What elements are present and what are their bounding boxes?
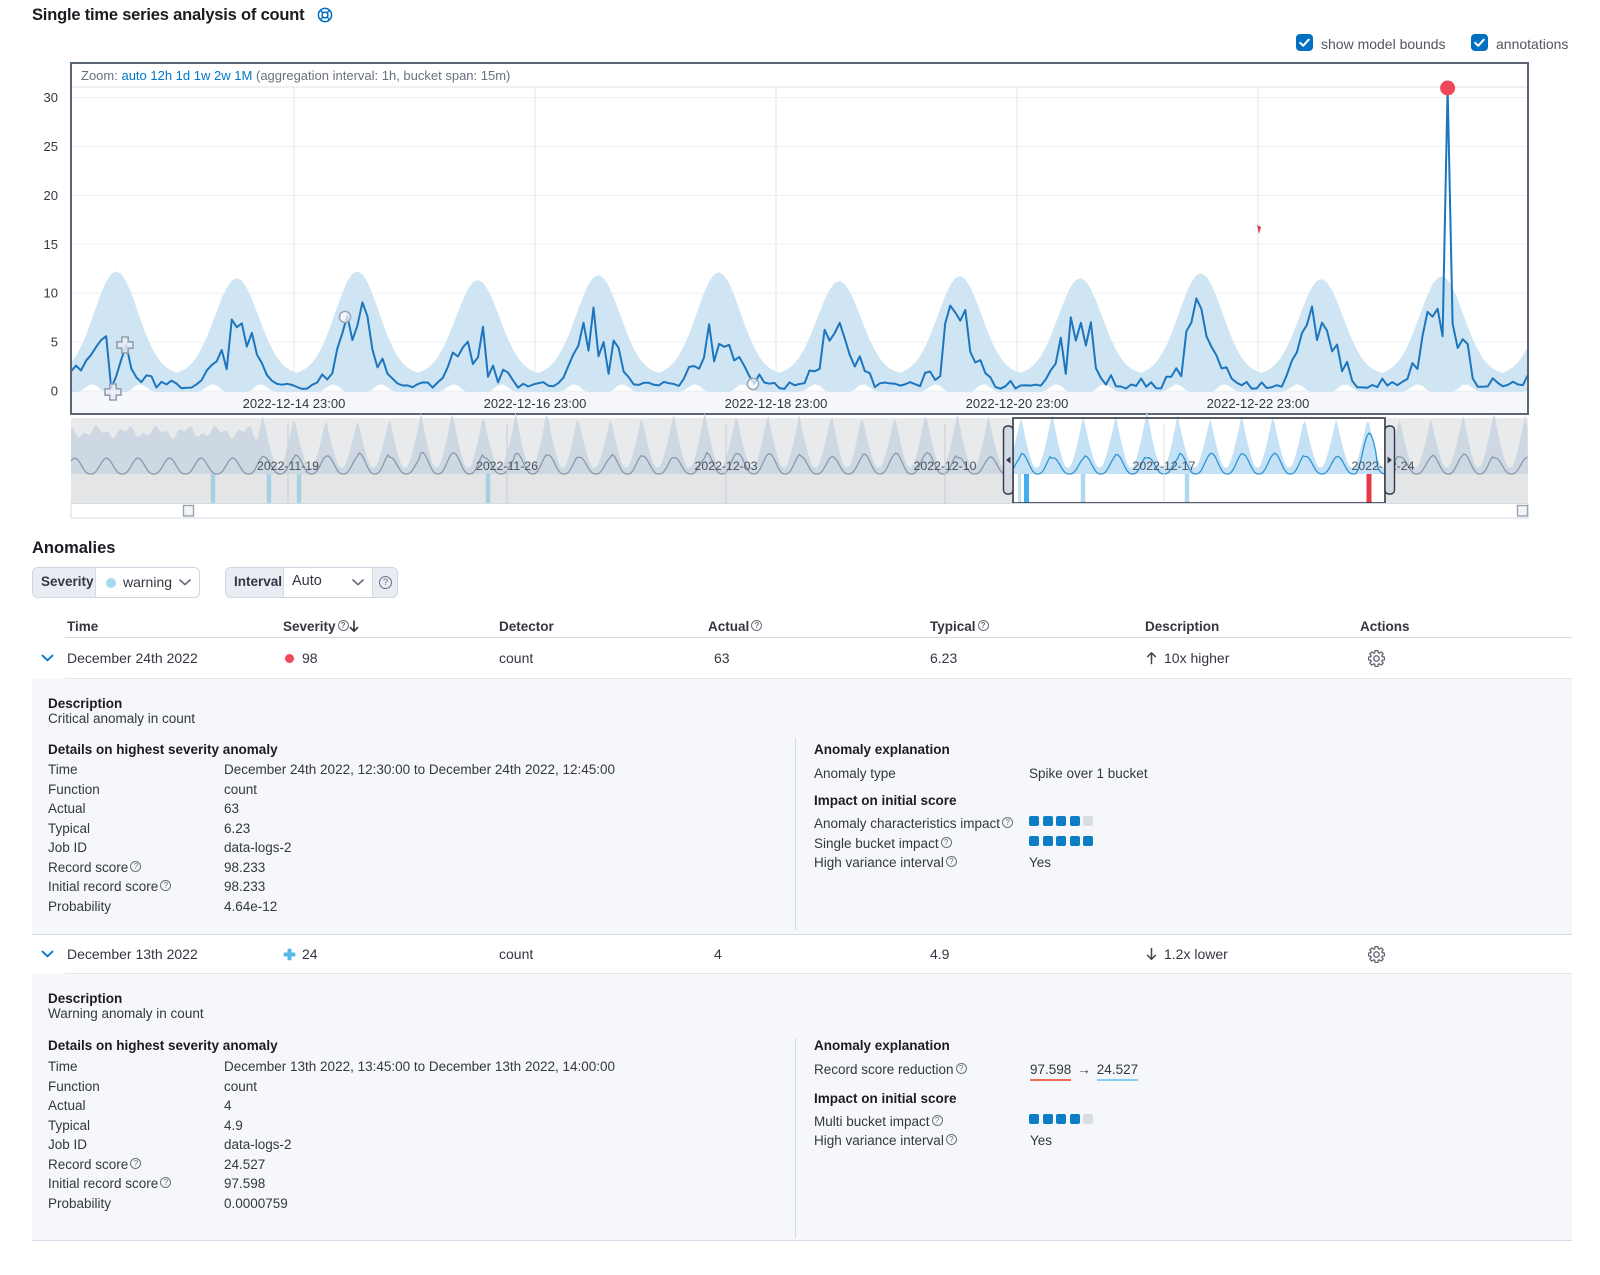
svg-text:2022-12-10: 2022-12-10 bbox=[914, 459, 977, 473]
svg-text:5: 5 bbox=[51, 335, 58, 350]
svg-text:Zoom: auto 12h 1d 1w 2w 1M: Zoom: auto 12h 1d 1w 2w 1M bbox=[81, 68, 252, 83]
svg-text:30: 30 bbox=[44, 90, 58, 105]
svg-text:2022-12-17: 2022-12-17 bbox=[1133, 459, 1196, 473]
svg-text:25: 25 bbox=[44, 139, 58, 154]
svg-text:2022-12-20 23:00: 2022-12-20 23:00 bbox=[966, 396, 1069, 411]
svg-text:2022-12-03: 2022-12-03 bbox=[695, 459, 758, 473]
svg-text:2022-11-19: 2022-11-19 bbox=[257, 459, 319, 473]
svg-text:2022-12-16 23:00: 2022-12-16 23:00 bbox=[484, 396, 587, 411]
svg-text:0: 0 bbox=[51, 384, 58, 399]
svg-text:(aggregation interval: 1h, buc: (aggregation interval: 1h, bucket span: … bbox=[256, 68, 510, 83]
svg-text:10: 10 bbox=[44, 286, 58, 301]
svg-text:2022-11-26: 2022-11-26 bbox=[476, 459, 538, 473]
svg-text:2022-12-14 23:00: 2022-12-14 23:00 bbox=[243, 396, 346, 411]
svg-text:2022-12-18 23:00: 2022-12-18 23:00 bbox=[725, 396, 828, 411]
svg-text:20: 20 bbox=[44, 188, 58, 203]
svg-text:15: 15 bbox=[44, 237, 58, 252]
svg-text:2022-12-22 23:00: 2022-12-22 23:00 bbox=[1207, 396, 1310, 411]
svg-text:2022-12-24: 2022-12-24 bbox=[1352, 459, 1415, 473]
